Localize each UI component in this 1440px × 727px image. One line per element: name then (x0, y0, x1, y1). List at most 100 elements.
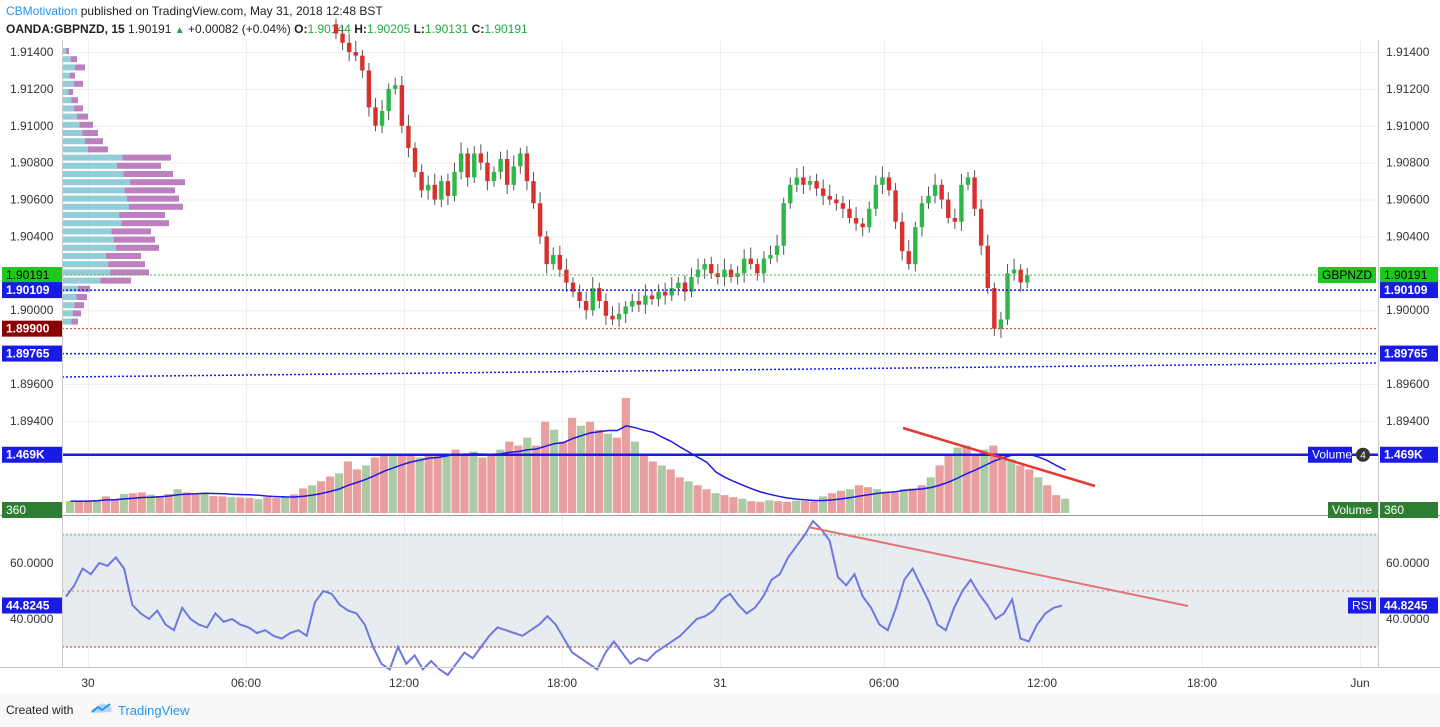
volume-min-tag-left: 360 (6, 503, 26, 517)
candle-down (992, 288, 997, 329)
candle-down (840, 203, 846, 209)
candle-up (781, 203, 786, 246)
volume-bar (119, 493, 128, 513)
candle-down (360, 55, 365, 71)
profile-bar-down (110, 269, 149, 276)
volume-bar (541, 421, 550, 513)
volume-bar (747, 501, 756, 513)
symbol-label[interactable]: OANDA:GBPNZD, 15 (6, 22, 125, 36)
tradingview-link[interactable]: TradingView (118, 703, 190, 718)
close-label: C: (471, 22, 485, 36)
low-value: 1.90131 (424, 22, 469, 36)
time-axis[interactable]: 30 06:00 12:00 18:00 31 06:00 12:00 18:00 Jun (81, 676, 1369, 690)
profile-bar-down (130, 179, 185, 186)
profile-bar-down (68, 89, 73, 95)
volume-bar (648, 461, 657, 513)
candle-down (985, 245, 990, 289)
volume-bar (110, 498, 119, 513)
volume-bar (496, 449, 505, 513)
up-arrow-icon: ▲ (174, 25, 185, 36)
profile-bar-down (69, 72, 75, 79)
volume-bar (370, 457, 379, 513)
overlays (61, 274, 1379, 488)
candle-down (939, 184, 944, 200)
left-price-tick: 1.90400 (10, 229, 54, 243)
high-label: H: (354, 22, 367, 36)
profile-bar-up (63, 154, 123, 161)
profile-bar-up (63, 89, 69, 95)
profile-bar-down (71, 97, 78, 104)
profile-bar-down (115, 244, 159, 251)
profile-bar-down (74, 80, 83, 87)
candle-down (755, 264, 760, 274)
candle-down (504, 158, 510, 185)
profile-bar-up (63, 318, 72, 325)
candle-down (373, 107, 378, 126)
volume-bar (182, 492, 191, 513)
author-link[interactable]: CBMotivation (6, 4, 78, 18)
volume-bar (568, 417, 577, 513)
symbol-tag-bg (1318, 266, 1376, 283)
volume-bar (603, 433, 613, 513)
volume-bar (245, 497, 254, 513)
candle-down (564, 269, 569, 283)
volume-bar (460, 455, 469, 513)
candle-up (630, 301, 635, 307)
volume-bar (926, 477, 935, 513)
profile-bar-up (63, 244, 116, 251)
volume-bar (639, 455, 648, 513)
profile-bar-up (63, 269, 111, 276)
candle-up (669, 288, 674, 296)
candle-down (478, 153, 484, 163)
volume-bar (379, 453, 388, 513)
symbol-tag: GBPNZD (1322, 268, 1372, 282)
volume-bar (442, 453, 451, 513)
candle-down (577, 291, 582, 301)
candle-down (952, 218, 958, 222)
profile-bar-up (63, 48, 67, 54)
volume-bar (397, 453, 406, 513)
right-price-tick: 1.90000 (1386, 303, 1430, 317)
profile-bar-down (85, 138, 103, 145)
candle-down (445, 181, 451, 196)
left-price-tick: 1.91400 (10, 45, 54, 59)
profile-bar-down (122, 154, 171, 161)
right-price-tick: 1.89600 (1386, 377, 1430, 391)
profile-bar-up (63, 130, 83, 136)
candle-up (913, 227, 918, 265)
volume-bar (1043, 485, 1052, 513)
support-tag-left: 1.90109 (6, 283, 50, 297)
candle-down (544, 236, 549, 265)
volume-bar (666, 469, 675, 513)
volume-bar (155, 495, 164, 513)
volume-bar (281, 496, 290, 513)
volume-bar (505, 441, 514, 513)
volume-bar (361, 465, 370, 513)
volume-bar (729, 497, 738, 513)
volume-bar (514, 445, 523, 513)
candle-up (965, 177, 971, 185)
volume-bar (765, 500, 774, 513)
volume-bar (872, 489, 881, 513)
volume-bar (299, 488, 308, 513)
candle-up (932, 184, 938, 196)
volume-bar (209, 495, 218, 513)
profile-bar-down (129, 203, 183, 210)
price-chart[interactable]: 1.91400 1.91200 1.91000 1.90800 1.90600 1.904… (0, 0, 1440, 694)
profile-bar-up (63, 121, 80, 128)
volume-label-right-bg (1308, 446, 1352, 463)
right-price-axis[interactable]: 1.91400 1.91200 1.91000 1.90800 1.90600 1.904… (1386, 45, 1430, 626)
right-price-tick: 1.91200 (1386, 82, 1430, 96)
volume-bar (1016, 465, 1025, 513)
profile-bar-up (63, 105, 74, 112)
volume-bar (290, 494, 299, 513)
time-tick: 12:00 (389, 676, 419, 690)
candle-down (406, 125, 411, 148)
volume-bar (433, 455, 442, 513)
volume-bar (585, 421, 595, 513)
candle-down (715, 273, 721, 278)
low-tag-left-bg (2, 345, 62, 362)
candle-down (570, 282, 576, 292)
candle-down (603, 301, 609, 316)
candle-down (682, 282, 688, 292)
